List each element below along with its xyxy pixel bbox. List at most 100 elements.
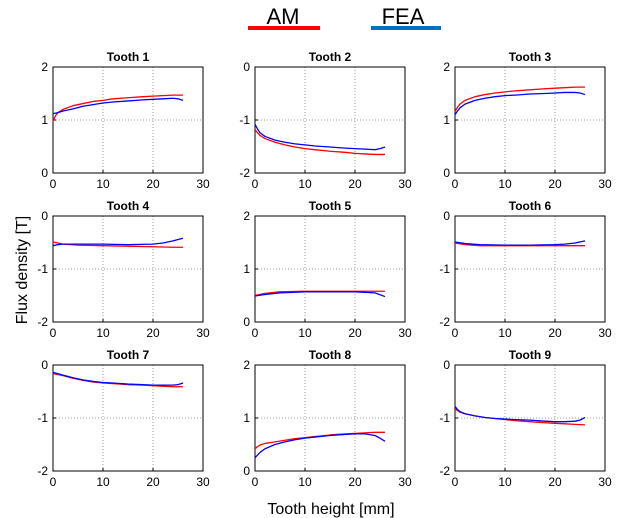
y-tick-label: 1 <box>243 262 250 276</box>
subplot-tooth-5: Tooth 5 0 10 20 30 0 1 2 <box>243 199 412 340</box>
x-tick-label: 30 <box>598 326 612 340</box>
x-tick-label: 10 <box>498 326 512 340</box>
x-tick-label: 0 <box>252 326 259 340</box>
y-tick-label: -1 <box>439 262 450 276</box>
x-tick-label: 20 <box>146 326 160 340</box>
y-tick-label: 1 <box>41 113 48 127</box>
subplot-tooth-4: Tooth 4 0 10 20 30 -2 -1 0 <box>37 199 210 340</box>
y-axis-label: Flux density [T] <box>14 216 31 324</box>
y-tick-label: -1 <box>37 262 48 276</box>
subplot-title: Tooth 8 <box>309 348 352 362</box>
series-line-fea <box>254 433 386 459</box>
subplot-title: Tooth 1 <box>107 50 150 64</box>
series-line-am <box>254 431 385 450</box>
y-tick-label: 0 <box>443 166 450 180</box>
x-tick-label: 10 <box>96 326 110 340</box>
x-tick-label: 30 <box>196 177 210 191</box>
x-tick-label: 0 <box>452 475 459 489</box>
y-tick-label: -1 <box>439 411 450 425</box>
series-line-fea <box>52 371 184 386</box>
x-tick-label: 10 <box>498 177 512 191</box>
x-tick-label: 10 <box>498 475 512 489</box>
x-tick-label: 20 <box>146 475 160 489</box>
x-tick-label: 30 <box>398 177 412 191</box>
x-tick-label: 0 <box>50 475 57 489</box>
series-line-fea <box>52 97 184 115</box>
subplot-tooth-1: Tooth 1 0 10 20 30 0 1 2 <box>41 50 210 191</box>
series-line-fea <box>254 291 386 298</box>
x-tick-label: 30 <box>598 475 612 489</box>
y-tick-label: 2 <box>41 60 48 74</box>
legend-label-fea: FEA <box>382 4 425 29</box>
x-tick-label: 20 <box>348 177 362 191</box>
x-tick-label: 10 <box>96 475 110 489</box>
x-tick-label: 30 <box>196 475 210 489</box>
y-tick-label: 1 <box>443 113 450 127</box>
legend: AM FEA <box>248 4 441 30</box>
y-tick-label: 0 <box>41 166 48 180</box>
x-tick-label: 20 <box>548 475 562 489</box>
legend-line-am <box>248 26 320 30</box>
series-line-am <box>454 407 586 426</box>
x-axis-label: Tooth height [mm] <box>267 501 394 518</box>
series-line-fea <box>52 237 184 247</box>
x-tick-label: 10 <box>298 177 312 191</box>
y-tick-label: 0 <box>41 209 48 223</box>
x-tick-label: 10 <box>96 177 110 191</box>
x-tick-label: 20 <box>548 326 562 340</box>
y-tick-label: 0 <box>243 60 250 74</box>
series-line-fea <box>454 240 586 246</box>
y-tick-label: 2 <box>243 358 250 372</box>
y-tick-label: 2 <box>443 60 450 74</box>
x-tick-label: 0 <box>452 177 459 191</box>
y-tick-label: 0 <box>443 358 450 372</box>
x-tick-label: 20 <box>348 326 362 340</box>
x-tick-label: 10 <box>298 326 312 340</box>
series-line-am <box>254 129 385 156</box>
x-tick-label: 0 <box>452 326 459 340</box>
y-tick-label: 0 <box>243 315 250 329</box>
y-tick-label: 2 <box>243 209 250 223</box>
subplot-title: Tooth 9 <box>509 348 552 362</box>
series-line-fea <box>454 91 586 116</box>
x-tick-label: 30 <box>598 177 612 191</box>
y-tick-label: 0 <box>443 209 450 223</box>
subplot-title: Tooth 3 <box>509 50 552 64</box>
y-tick-label: 0 <box>243 464 250 478</box>
subplot-title: Tooth 4 <box>107 199 150 213</box>
subplot-tooth-2: Tooth 2 0 10 20 30 -2 -1 0 <box>239 50 412 191</box>
legend-label-am: AM <box>267 4 300 29</box>
subplot-title: Tooth 2 <box>309 50 352 64</box>
subplot-tooth-6: Tooth 6 0 10 20 30 -2 -1 0 <box>439 199 612 340</box>
x-tick-label: 30 <box>196 326 210 340</box>
x-tick-label: 20 <box>146 177 160 191</box>
y-tick-label: -1 <box>37 411 48 425</box>
x-tick-label: 10 <box>298 475 312 489</box>
y-tick-label: -2 <box>239 166 250 180</box>
y-tick-label: -2 <box>439 464 450 478</box>
y-tick-label: -2 <box>37 464 48 478</box>
subplot-tooth-8: Tooth 8 0 10 20 30 0 1 2 <box>243 348 412 489</box>
x-tick-label: 0 <box>252 177 259 191</box>
y-tick-label: -1 <box>239 113 250 127</box>
subplot-title: Tooth 5 <box>309 199 352 213</box>
series-line-am <box>454 86 585 112</box>
subplot-tooth-9: Tooth 9 0 10 20 30 -2 -1 0 <box>439 348 612 489</box>
subplot-title: Tooth 6 <box>509 199 552 213</box>
x-tick-label: 20 <box>548 177 562 191</box>
y-tick-label: 0 <box>41 358 48 372</box>
x-tick-label: 0 <box>252 475 259 489</box>
y-tick-label: -2 <box>439 315 450 329</box>
x-tick-label: 20 <box>348 475 362 489</box>
x-tick-label: 30 <box>398 475 412 489</box>
x-tick-label: 0 <box>50 177 57 191</box>
series-line-fea <box>454 405 586 423</box>
x-tick-label: 0 <box>50 326 57 340</box>
x-tick-label: 30 <box>398 326 412 340</box>
subplot-title: Tooth 7 <box>107 348 150 362</box>
subplot-tooth-7: Tooth 7 0 10 20 30 -2 -1 0 <box>37 348 210 489</box>
y-tick-label: 1 <box>243 411 250 425</box>
series-line-fea <box>254 123 386 151</box>
